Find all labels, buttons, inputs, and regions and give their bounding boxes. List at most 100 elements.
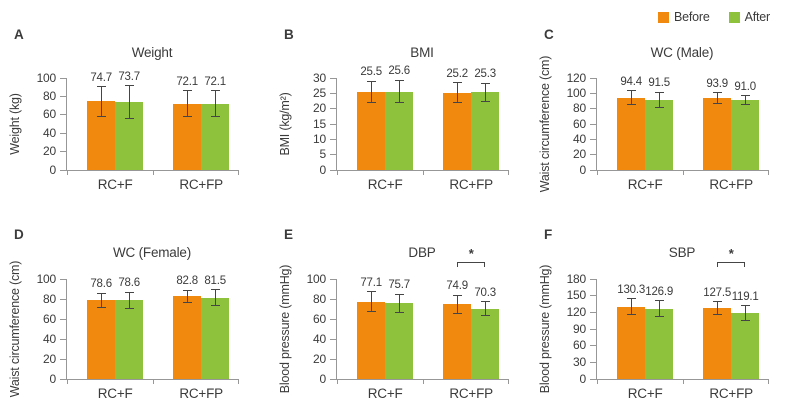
- chart-title: Weight: [131, 45, 173, 60]
- y-axis-tick: [590, 77, 596, 79]
- error-bar-cap: [713, 314, 723, 316]
- y-axis-tick-label: 90: [573, 321, 586, 336]
- plot-area: 0 20 40 60 80 100 78.6 78.6 RC+F 82.8 81.5 RC+FP: [37, 272, 239, 401]
- significance-star: *: [728, 246, 734, 261]
- chart-title: WC (Female): [112, 245, 192, 260]
- bar-value-label: 119.1: [731, 290, 759, 303]
- y-axis-tick: [590, 328, 596, 330]
- error-bar-cap: [395, 79, 405, 81]
- error-bar-cap: [741, 305, 751, 307]
- error-bar: [215, 289, 217, 306]
- x-axis-tick: [508, 171, 509, 175]
- significance-bracket-end: [744, 262, 746, 267]
- significance-bracket: [717, 262, 746, 263]
- error-bar: [187, 90, 189, 117]
- x-axis-tick: [768, 171, 769, 175]
- error-bar-cap: [183, 301, 193, 303]
- y-axis-tick-label: 100: [36, 70, 57, 85]
- bar-before: [443, 304, 472, 379]
- bar-before: [357, 91, 386, 170]
- error-bar: [371, 81, 373, 103]
- x-axis-tick: [67, 171, 68, 175]
- bar-before: [703, 98, 732, 170]
- y-axis-tick: [330, 318, 336, 320]
- error-bar-cap: [97, 115, 107, 117]
- y-axis-tick-label: 120: [566, 304, 587, 319]
- bar-value-label: 25.3: [474, 68, 496, 81]
- error-bar-cap: [481, 315, 491, 317]
- error-bar: [745, 305, 747, 321]
- y-axis-tick-label: 80: [43, 88, 56, 103]
- error-bar-cap: [367, 291, 377, 293]
- bar-value-label: 127.5: [703, 286, 732, 299]
- bar-after: [385, 91, 414, 170]
- y-axis-tick-label: 30: [313, 70, 326, 85]
- error-bar-cap: [367, 311, 377, 313]
- error-bar-cap: [395, 293, 405, 295]
- error-bar: [215, 90, 217, 117]
- y-axis-tick: [330, 154, 336, 156]
- y-axis-tick-label: 40: [573, 131, 586, 146]
- error-bar-cap: [183, 116, 193, 118]
- x-axis-tick: [768, 380, 769, 384]
- y-axis-tick: [60, 278, 66, 280]
- after-swatch-icon: [728, 11, 740, 23]
- x-axis-tick: [67, 380, 68, 384]
- x-axis-tick: [238, 171, 239, 175]
- y-axis-tick-label: 20: [313, 351, 326, 366]
- bar-value-label: 81.5: [204, 274, 226, 287]
- x-axis-tick: [153, 380, 154, 384]
- panel-letter: B: [284, 27, 294, 42]
- error-bar: [187, 290, 189, 303]
- y-axis-tick: [330, 92, 336, 94]
- y-axis-tick-label: 25: [313, 85, 326, 100]
- y-axis-tick-label: 0: [319, 371, 327, 386]
- error-bar-cap: [211, 305, 221, 306]
- bar-after: [201, 297, 230, 379]
- y-axis-tick-label: 100: [306, 271, 327, 286]
- error-bar: [457, 295, 459, 314]
- error-bar-cap: [481, 301, 491, 303]
- error-bar-cap: [125, 118, 135, 120]
- x-category-label: RC+F: [367, 177, 403, 192]
- y-axis-tick-label: 80: [573, 101, 586, 116]
- significance-bracket-end: [457, 262, 459, 267]
- error-bar-cap: [125, 85, 135, 87]
- y-axis-tick: [330, 298, 336, 300]
- error-bar-cap: [655, 300, 665, 302]
- x-category-label: RC+FP: [449, 177, 493, 192]
- bar-value-label: 74.9: [446, 280, 468, 293]
- x-category-label: RC+FP: [449, 386, 493, 401]
- error-bar: [371, 291, 373, 312]
- bar-value-label: 25.5: [360, 66, 382, 79]
- bar-value-label: 74.7: [90, 71, 112, 84]
- error-bar-cap: [713, 102, 723, 104]
- bar-after: [731, 312, 760, 379]
- error-bar: [659, 300, 661, 317]
- y-axis-tick-label: 120: [566, 70, 587, 85]
- error-bar: [457, 82, 459, 103]
- bar-value-label: 72.1: [176, 75, 198, 88]
- y-axis-tick: [590, 154, 596, 156]
- x-axis-tick: [597, 171, 598, 175]
- y-axis-tick: [590, 108, 596, 110]
- y-axis-tick: [330, 169, 336, 171]
- error-bar: [399, 294, 401, 313]
- y-axis-tick-label: 100: [36, 271, 57, 286]
- error-bar: [631, 298, 633, 315]
- error-bar: [717, 92, 719, 104]
- y-axis-tick-label: 10: [313, 131, 326, 146]
- x-axis-tick: [683, 380, 684, 384]
- error-bar: [717, 301, 719, 315]
- panel-f: F SBP Blood pressure (mmHg) 0 30 60 90 120 15…: [530, 200, 797, 406]
- error-bar-cap: [713, 92, 723, 94]
- legend: Before After: [657, 10, 770, 24]
- bar-before: [617, 97, 646, 170]
- error-bar: [129, 85, 131, 119]
- x-axis-tick: [153, 171, 154, 175]
- x-axis-tick: [337, 171, 338, 175]
- bar-value-label: 82.8: [176, 275, 198, 288]
- y-axis-tick: [590, 123, 596, 125]
- error-bar-cap: [655, 315, 665, 317]
